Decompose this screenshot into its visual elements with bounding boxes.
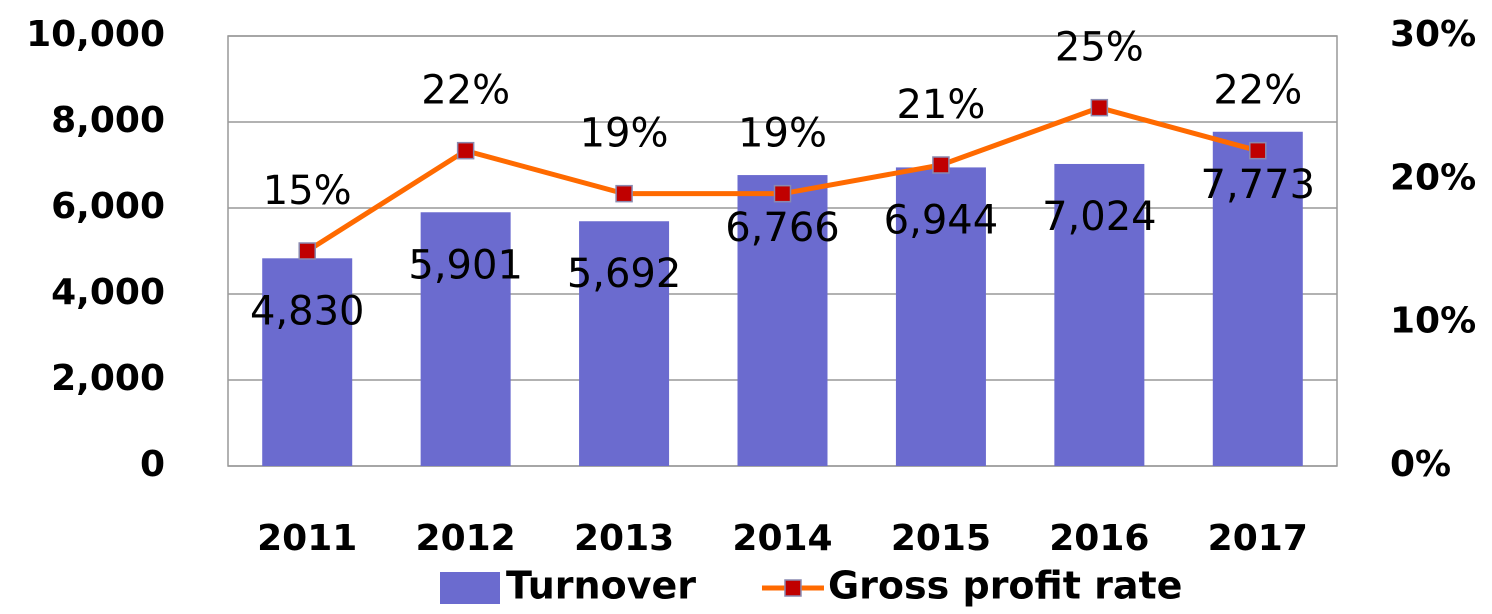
legend-label: Turnover: [506, 564, 696, 608]
y-tick-label: 8,000: [51, 100, 165, 141]
marker: [1090, 98, 1109, 117]
data-label: 22%: [1213, 68, 1302, 114]
x-tick-label: 2015: [891, 518, 991, 559]
y-tick-label: 4,000: [51, 272, 165, 313]
data-label: 6,766: [725, 205, 840, 251]
y2-tick-label: 10%: [1390, 301, 1476, 342]
x-tick-label: 2017: [1208, 518, 1308, 559]
x-tick-label: 2013: [574, 518, 674, 559]
legend-swatch: [440, 572, 500, 604]
marker: [456, 141, 475, 160]
bar: [579, 221, 670, 466]
bar: [262, 258, 353, 466]
data-label: 7,773: [1201, 162, 1316, 208]
y-tick-label: 2,000: [51, 358, 165, 399]
bar: [420, 212, 511, 466]
data-label: 19%: [580, 111, 669, 157]
y2-tick-label: 20%: [1390, 157, 1476, 198]
data-label: 7,024: [1042, 194, 1157, 240]
data-label: 21%: [896, 82, 985, 128]
bar: [895, 167, 986, 466]
data-label: 15%: [263, 168, 352, 214]
legend-label: Gross profit rate: [828, 564, 1182, 608]
marker: [932, 156, 950, 174]
bar: [1212, 131, 1303, 467]
data-label: 5,692: [567, 251, 682, 297]
x-tick-label: 2011: [257, 518, 357, 559]
marker: [615, 184, 633, 203]
data-label: 5,901: [408, 242, 523, 288]
legend-marker: [784, 579, 802, 597]
x-tick-label: 2014: [732, 518, 832, 559]
bar: [737, 175, 828, 466]
x-tick-label: 2012: [416, 518, 516, 559]
y2-tick-label: 30%: [1390, 14, 1476, 55]
data-label: 4,830: [250, 288, 365, 334]
y2-tick-label: 0%: [1390, 444, 1451, 485]
x-tick-label: 2016: [1049, 518, 1149, 559]
marker: [298, 242, 316, 260]
marker: [1249, 141, 1267, 160]
y-tick-label: 6,000: [51, 186, 165, 227]
y-tick-label: 10,000: [26, 14, 165, 55]
data-label: 19%: [738, 111, 827, 157]
data-label: 25%: [1055, 25, 1144, 71]
data-label: 6,944: [884, 197, 999, 243]
y-tick-label: 0: [140, 444, 165, 485]
marker: [773, 184, 792, 203]
data-label: 22%: [421, 68, 510, 114]
bar: [1054, 163, 1145, 466]
